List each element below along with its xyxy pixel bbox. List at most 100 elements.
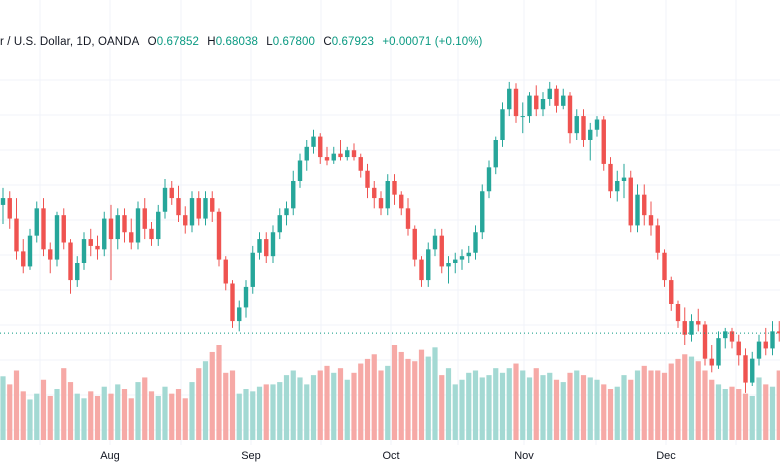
candle [608, 157, 613, 199]
candle [176, 185, 181, 222]
candle [243, 280, 249, 318]
candle-body [34, 208, 39, 236]
volume-bar [736, 389, 742, 440]
candle-body [54, 215, 60, 260]
volume-bar [634, 370, 641, 440]
candle [297, 153, 303, 188]
volume-bar [702, 370, 708, 440]
candle-body [399, 194, 404, 209]
candle-body [608, 163, 613, 192]
volume-bar [371, 354, 377, 440]
candle-body [210, 198, 215, 212]
volume-bar [135, 382, 141, 440]
candle [453, 252, 458, 274]
volume-bar [283, 375, 290, 440]
candle-body [574, 116, 579, 134]
candle-body [513, 88, 519, 117]
volume-bar [439, 375, 445, 440]
candle [291, 170, 296, 216]
volume-bar [196, 368, 202, 440]
volume-bar [486, 375, 492, 440]
volume-bar [270, 384, 276, 440]
candle [750, 351, 755, 386]
candle-body [156, 211, 161, 240]
candle-body [324, 157, 330, 161]
candle-body [662, 252, 667, 281]
volume-bar [337, 368, 344, 440]
volume-bar [479, 377, 485, 440]
volume-bar [169, 393, 175, 440]
volume-bar [756, 377, 762, 440]
candle [662, 249, 667, 287]
open-label: O [147, 36, 157, 48]
candle [736, 334, 741, 366]
volume-bar [621, 375, 627, 440]
volume-bar [567, 372, 573, 440]
candle [203, 191, 208, 226]
candle-body [169, 187, 174, 199]
candle-body [648, 215, 654, 226]
volume-bar [580, 375, 587, 440]
candle-body [0, 198, 6, 205]
candle [318, 133, 323, 164]
candle-body [473, 232, 478, 253]
candle-body [527, 95, 532, 117]
volume-bar [13, 370, 20, 440]
volume-bar [34, 393, 40, 440]
candle-body [534, 95, 539, 110]
candle-body [520, 116, 525, 118]
candle [628, 170, 633, 233]
candle [513, 83, 519, 123]
volume-bar [520, 370, 526, 440]
volume-bar [594, 379, 600, 440]
volume-bar [81, 398, 87, 440]
candle-body [108, 218, 114, 240]
candle [520, 102, 525, 134]
close-value: 0.67923 [331, 36, 375, 48]
candle-body [412, 228, 417, 260]
volume-bar [229, 370, 236, 440]
volume-bar [324, 365, 330, 440]
candle-body [392, 181, 397, 195]
candle [669, 276, 674, 311]
close-label: C [323, 36, 332, 48]
candle [743, 348, 748, 393]
volume-bar [344, 379, 350, 440]
candle-body [196, 198, 201, 219]
volume-bar [742, 393, 749, 440]
volume-bar [0, 376, 6, 440]
candle [68, 239, 73, 294]
candle [75, 256, 80, 287]
candle [446, 256, 451, 284]
candle-body [702, 324, 708, 359]
candle [156, 204, 161, 246]
x-tick-label-sep: Sep [241, 450, 261, 462]
candle-body [162, 187, 168, 212]
volume-bar [256, 386, 263, 440]
candle [257, 232, 262, 260]
candle [61, 208, 66, 250]
candle [34, 201, 39, 243]
candle-body [696, 321, 701, 325]
volume-bar [452, 384, 458, 440]
volume-bar [553, 379, 560, 440]
candle-body [439, 235, 444, 267]
volume-bar [648, 370, 654, 440]
x-tick-label-aug: Aug [100, 450, 120, 462]
candle-body [270, 232, 276, 257]
candle [183, 206, 188, 234]
candle [777, 321, 780, 342]
volume-bar [499, 372, 506, 440]
candle [696, 308, 701, 332]
candle [311, 129, 316, 154]
candle [135, 201, 141, 250]
volume-bar [688, 356, 695, 440]
symbol-title[interactable]: r / U.S. Dollar, 1D, OANDA [0, 36, 140, 48]
candle [574, 109, 579, 140]
candlesticks [0, 81, 780, 393]
volume-bar [655, 370, 661, 440]
volume-bar [432, 347, 438, 440]
candle-body [7, 198, 12, 219]
